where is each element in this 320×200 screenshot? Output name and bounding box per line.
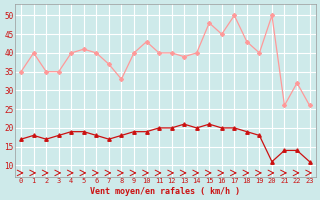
X-axis label: Vent moyen/en rafales ( km/h ): Vent moyen/en rafales ( km/h ) xyxy=(90,187,240,196)
